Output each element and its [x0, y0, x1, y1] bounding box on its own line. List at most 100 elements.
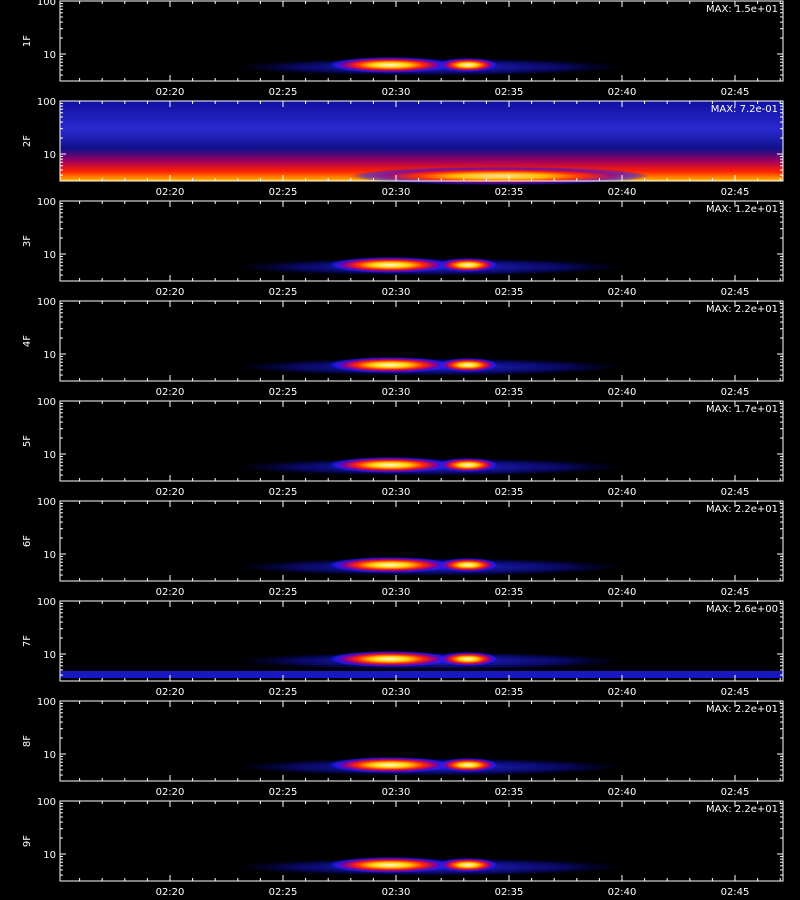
- y-tick-label: 10: [43, 150, 56, 161]
- x-tick-label: 02:35: [495, 287, 524, 298]
- signal-glow: [328, 257, 452, 273]
- x-tick-label: 02:25: [269, 487, 298, 498]
- x-tick-label: 02:35: [495, 387, 524, 398]
- y-tick-label: 100: [37, 597, 56, 608]
- plot-frame: [59, 600, 784, 682]
- x-tick-label: 02:30: [382, 887, 411, 898]
- max-label: MAX: 2.6e+00: [706, 604, 778, 615]
- plot-frame: [59, 300, 784, 382]
- x-tick-label: 02:40: [608, 487, 637, 498]
- max-label: MAX: 2.2e+01: [706, 704, 778, 715]
- x-tick-label: 02:40: [608, 787, 637, 798]
- max-label: MAX: 2.2e+01: [706, 804, 778, 815]
- x-tick-label: 02:20: [156, 287, 185, 298]
- x-tick-label: 02:45: [721, 587, 750, 598]
- x-tick-label: 02:25: [269, 87, 298, 98]
- x-tick-label: 02:40: [608, 287, 637, 298]
- x-tick-label: 02:45: [721, 687, 750, 698]
- signal-glow: [438, 58, 498, 72]
- panel-label: 2F: [22, 135, 33, 147]
- signal-glow: [328, 457, 452, 473]
- y-tick-label: 100: [37, 697, 56, 708]
- x-tick-label: 02:25: [269, 687, 298, 698]
- x-tick-label: 02:35: [495, 687, 524, 698]
- panel-label: 5F: [22, 435, 33, 447]
- plot-frame: [59, 400, 784, 482]
- max-label: MAX: 7.2e-01: [711, 104, 778, 115]
- signal-glow: [328, 757, 452, 773]
- plot-frame: [59, 100, 784, 182]
- x-tick-label: 02:20: [156, 187, 185, 198]
- x-tick-label: 02:20: [156, 687, 185, 698]
- plot-frame: [59, 800, 784, 882]
- y-tick-label: 10: [43, 50, 56, 61]
- signal-glow: [438, 258, 498, 272]
- x-tick-label: 02:25: [269, 887, 298, 898]
- x-tick-label: 02:30: [382, 187, 411, 198]
- x-tick-label: 02:35: [495, 587, 524, 598]
- panel-label: 8F: [22, 735, 33, 747]
- max-label: MAX: 1.5e+01: [706, 4, 778, 15]
- signal-glow: [438, 358, 498, 372]
- x-tick-label: 02:25: [269, 387, 298, 398]
- panel-label: 3F: [22, 235, 33, 247]
- signal-glow: [438, 758, 498, 772]
- signal-glow: [438, 558, 498, 572]
- x-tick-label: 02:40: [608, 587, 637, 598]
- y-tick-label: 100: [37, 497, 56, 508]
- plot-frame: [59, 500, 784, 582]
- x-tick-label: 02:20: [156, 887, 185, 898]
- y-tick-label: 100: [37, 797, 56, 808]
- y-tick-label: 100: [37, 297, 56, 308]
- signal-glow: [328, 57, 452, 73]
- y-tick-label: 10: [43, 650, 56, 661]
- max-label: MAX: 2.2e+01: [706, 304, 778, 315]
- x-tick-label: 02:30: [382, 687, 411, 698]
- signal-glow: [438, 858, 498, 872]
- signal-glow: [350, 167, 650, 185]
- max-label: MAX: 1.2e+01: [706, 204, 778, 215]
- x-tick-label: 02:40: [608, 87, 637, 98]
- x-tick-label: 02:20: [156, 587, 185, 598]
- plot-frame: [59, 0, 784, 82]
- panel-label: 9F: [22, 835, 33, 847]
- x-tick-label: 02:40: [608, 187, 637, 198]
- signal-glow: [328, 651, 452, 667]
- signal-glow: [438, 458, 498, 472]
- x-tick-label: 02:30: [382, 387, 411, 398]
- x-tick-label: 02:30: [382, 787, 411, 798]
- x-tick-label: 02:30: [382, 87, 411, 98]
- signal-glow: [438, 652, 498, 666]
- y-tick-label: 10: [43, 750, 56, 761]
- signal-glow: [328, 857, 452, 873]
- y-tick-label: 10: [43, 350, 56, 361]
- x-tick-label: 02:45: [721, 487, 750, 498]
- x-tick-label: 02:35: [495, 787, 524, 798]
- x-tick-label: 02:25: [269, 787, 298, 798]
- x-tick-label: 02:35: [495, 887, 524, 898]
- plot-frame: [59, 700, 784, 782]
- panel-label: 1F: [22, 35, 33, 47]
- x-tick-label: 02:30: [382, 287, 411, 298]
- noise-band: [60, 671, 783, 678]
- x-tick-label: 02:40: [608, 687, 637, 698]
- x-tick-label: 02:45: [721, 187, 750, 198]
- x-tick-label: 02:45: [721, 887, 750, 898]
- x-tick-label: 02:30: [382, 587, 411, 598]
- x-tick-label: 02:25: [269, 287, 298, 298]
- x-tick-label: 02:45: [721, 787, 750, 798]
- x-tick-label: 02:35: [495, 87, 524, 98]
- y-tick-label: 100: [37, 97, 56, 108]
- plot-frame: [59, 200, 784, 282]
- x-tick-label: 02:45: [721, 287, 750, 298]
- x-tick-label: 02:40: [608, 387, 637, 398]
- y-tick-label: 10: [43, 850, 56, 861]
- x-tick-label: 02:25: [269, 587, 298, 598]
- x-tick-label: 02:20: [156, 787, 185, 798]
- x-tick-label: 02:45: [721, 387, 750, 398]
- y-tick-label: 10: [43, 550, 56, 561]
- x-tick-label: 02:30: [382, 487, 411, 498]
- y-tick-label: 10: [43, 250, 56, 261]
- y-tick-label: 100: [37, 397, 56, 408]
